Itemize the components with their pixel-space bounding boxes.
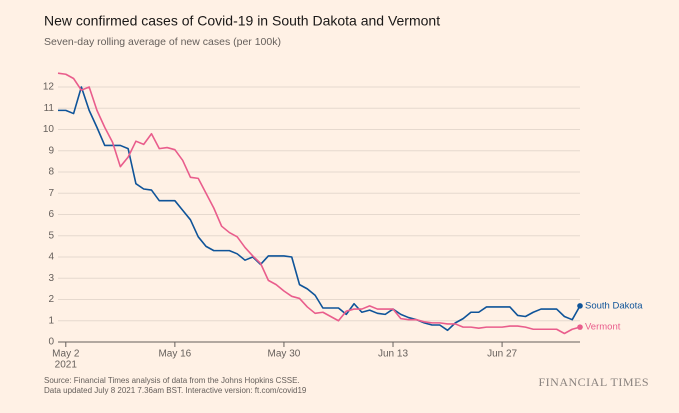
y-tick-label: 12 [43,82,55,93]
line [58,86,581,332]
y-tick-label: 2 [48,294,54,305]
end-dot [577,303,583,309]
x-tick-label: May 30 [268,349,301,360]
y-tick-label: 3 [48,273,54,284]
updated-note: Data updated July 8 2021 7.36am BST. Int… [44,386,307,395]
x-tick-label: May 16 [158,349,191,360]
x-tick-label: Jun 13 [378,349,408,360]
chart-title: New confirmed cases of Covid-19 in South… [44,13,440,29]
x-year-label: 2021 [55,360,78,371]
end-dot [577,324,583,330]
x-tick-label: Jun 27 [487,349,517,360]
y-tick-label: 5 [48,230,54,241]
y-tick-label: 8 [48,167,54,178]
line [57,72,581,335]
chart-subtitle: Seven-day rolling average of new cases (… [44,36,281,48]
y-tick-label: 10 [43,124,55,135]
y-tick-label: 4 [48,252,54,263]
y-tick-label: 7 [48,188,54,199]
y-tick-label: 11 [44,103,55,114]
x-tick-label: May 2 [52,349,80,360]
legend-label: Vermont [585,322,621,333]
y-tick-label: 6 [48,209,54,220]
source: Source: Financial Times analysis of data… [44,376,300,385]
y-tick-label: 1 [48,315,54,326]
brand: FINANCIAL TIMES [538,375,649,389]
y-tick-label: 9 [48,145,54,156]
legend-label: South Dakota [585,300,643,311]
y-tick-label: 0 [48,337,54,348]
